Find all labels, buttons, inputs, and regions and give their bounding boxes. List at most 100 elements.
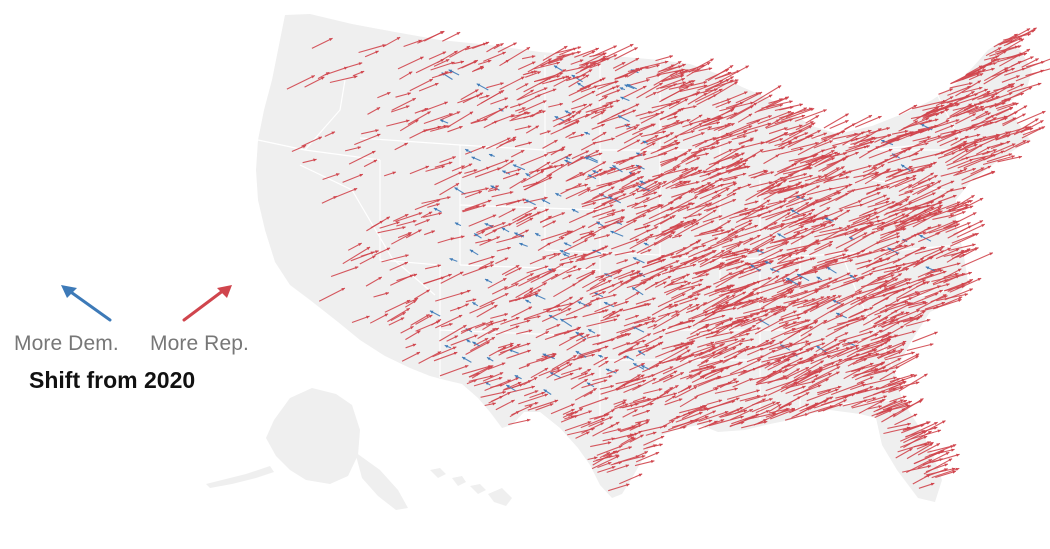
county-arrowhead-rep — [784, 127, 788, 131]
county-arrow-rep — [925, 463, 949, 473]
county-arrowhead-rep — [833, 338, 838, 342]
county-arrowhead-rep — [795, 269, 799, 272]
county-arrowhead-rep — [631, 270, 635, 274]
county-arrowhead-rep — [810, 359, 814, 363]
county-arrowhead-rep — [353, 188, 358, 192]
county-arrowhead-rep — [568, 274, 572, 278]
county-arrow-rep — [652, 313, 680, 330]
county-arrowhead-rep — [778, 183, 782, 187]
county-arrowhead-rep — [561, 148, 565, 152]
county-arrow-rep — [673, 295, 694, 304]
county-arrowhead-rep — [520, 76, 525, 80]
county-arrow-rep — [682, 132, 705, 141]
county-arrowhead-rep — [734, 81, 738, 85]
county-arrow-rep — [755, 370, 783, 386]
county-arrowhead-rep — [701, 64, 706, 68]
county-arrow-rep — [778, 162, 812, 174]
county-arrow-rep — [658, 370, 678, 381]
county-arrow-rep — [324, 66, 348, 76]
county-arrow-rep — [618, 150, 647, 165]
county-arrow-rep — [756, 349, 776, 361]
county-arrow-rep — [612, 433, 634, 440]
county-arrowhead-rep — [761, 205, 765, 209]
county-arrow-rep — [644, 152, 668, 161]
county-arrow-rep — [546, 161, 571, 177]
county-arrow-rep — [850, 136, 875, 146]
county-arrow-rep — [823, 358, 843, 367]
county-arrowhead-rep — [986, 91, 991, 94]
county-arrowhead-rep — [860, 382, 865, 385]
county-arrowhead-rep — [892, 349, 897, 353]
county-arrowhead-rep — [526, 111, 531, 115]
county-arrowhead-rep — [533, 377, 538, 381]
county-arrowhead-rep — [987, 112, 991, 116]
county-arrowhead-rep — [922, 281, 927, 285]
county-arrow-rep — [657, 293, 686, 308]
county-arrow-rep — [814, 240, 834, 251]
county-arrowhead-rep — [787, 111, 792, 114]
county-arrowhead-rep — [652, 317, 656, 321]
county-arrowhead-rep — [515, 411, 520, 415]
county-arrow-rep — [407, 111, 431, 125]
county-arrowhead-rep — [857, 390, 862, 394]
county-arrow-rep — [751, 398, 773, 406]
county-arrow-rep — [516, 89, 535, 101]
county-arrow-rep — [778, 256, 805, 265]
county-arrowhead-dem — [501, 227, 506, 231]
county-arrow-rep — [710, 362, 742, 372]
county-arrow-rep — [782, 214, 818, 226]
county-arrow-rep — [760, 281, 794, 294]
county-arrow-rep — [439, 364, 469, 377]
county-arrow-rep — [748, 169, 767, 177]
county-arrow-rep — [905, 319, 931, 327]
county-arrowhead-rep — [601, 77, 606, 81]
county-arrowhead-rep — [768, 94, 773, 98]
county-arrowhead-rep — [732, 193, 737, 196]
county-arrow-rep — [711, 187, 730, 199]
county-arrowhead-rep — [665, 134, 670, 138]
county-arrowhead-rep — [833, 146, 837, 149]
county-arrowhead-rep — [611, 409, 615, 413]
county-arrow-rep — [670, 181, 700, 189]
county-arrowhead-rep — [669, 55, 673, 59]
county-arrow-rep — [679, 91, 701, 101]
county-arrowhead-rep — [1008, 92, 1013, 96]
county-arrowhead-rep — [1006, 141, 1011, 144]
county-arrow-rep — [762, 295, 788, 304]
county-arrow-rep — [718, 207, 749, 221]
county-arrowhead-rep — [896, 299, 900, 303]
county-arrowhead-rep — [924, 301, 928, 305]
county-arrow-rep — [809, 298, 836, 313]
county-arrowhead-rep — [900, 226, 904, 230]
county-arrow-rep — [823, 314, 844, 325]
county-arrowhead-rep — [436, 199, 441, 203]
county-arrow-rep — [913, 449, 945, 465]
county-arrowhead-rep — [876, 192, 881, 196]
county-arrowhead-dem — [559, 250, 564, 253]
county-arrowhead-rep — [842, 340, 847, 343]
county-arrow-rep — [956, 92, 991, 105]
county-arrowhead-dem — [777, 233, 781, 237]
county-arrowhead-rep — [597, 349, 602, 353]
county-arrowhead-rep — [728, 141, 732, 145]
county-arrowhead-rep — [616, 89, 621, 93]
county-arrow-rep — [895, 355, 920, 369]
county-arrowhead-rep — [690, 419, 694, 423]
county-arrow-rep — [824, 165, 845, 179]
county-arrow-rep — [613, 455, 640, 465]
county-arrowhead-rep — [420, 56, 424, 60]
county-arrow-rep — [734, 317, 757, 328]
county-arrowhead-rep — [434, 83, 439, 86]
county-arrowhead-rep — [645, 322, 649, 326]
county-arrow-rep — [1020, 119, 1044, 134]
county-arrowhead-rep — [653, 92, 657, 96]
county-arrowhead-rep — [592, 142, 597, 145]
county-arrow-rep — [738, 268, 762, 279]
county-arrow-rep — [806, 260, 839, 274]
county-arrowhead-rep — [687, 180, 691, 184]
county-arrow-rep — [564, 113, 590, 125]
county-arrowhead-rep — [815, 239, 819, 243]
county-arrowhead-rep — [708, 419, 713, 423]
county-arrow-rep — [540, 230, 571, 241]
county-arrowhead-rep — [787, 212, 791, 216]
